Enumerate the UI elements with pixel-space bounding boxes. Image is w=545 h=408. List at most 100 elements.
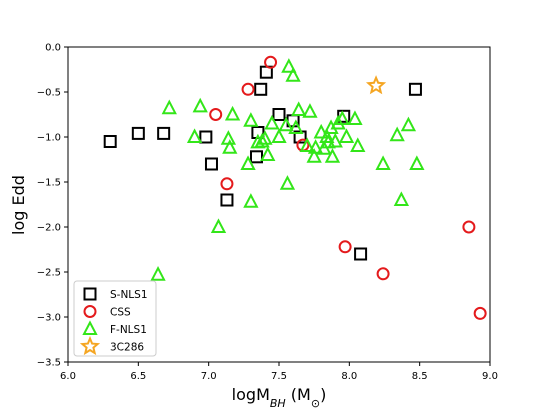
circle-point (264, 55, 278, 69)
triangle-point (285, 67, 301, 82)
triangle-point (330, 114, 346, 130)
triangle-point (243, 193, 259, 208)
legend: S-NLS1 CSS F-NLS1 3C286 (73, 280, 157, 357)
square-point (408, 82, 422, 96)
circle-point (376, 267, 390, 281)
legend-label: F-NLS1 (110, 324, 147, 336)
triangle-point (186, 128, 203, 143)
series-3c286 (365, 75, 387, 95)
square-point (354, 247, 368, 261)
triangle-point (347, 110, 363, 125)
triangle-point (281, 58, 297, 73)
triangle-point (350, 137, 366, 152)
square-point (254, 82, 268, 96)
triangle-point (323, 119, 339, 134)
x-axis-title: logMBH (M⊙) (232, 385, 327, 408)
x-tick-label: 7.5 (271, 371, 287, 382)
legend-item: CSS (83, 305, 131, 319)
y-tick-label: −2.0 (37, 223, 61, 234)
circle-point (241, 82, 255, 96)
square-point (220, 193, 234, 207)
triangle-point (302, 103, 318, 118)
triangle-point (400, 116, 417, 132)
square-point (272, 108, 286, 121)
y-tick-label: −1.5 (37, 178, 61, 189)
legend-triangle-marker (82, 320, 98, 335)
x-tick-label: 8.0 (341, 371, 357, 382)
y-tick-label: −1.0 (37, 133, 61, 144)
triangle-point (257, 130, 273, 145)
x-tick-label: 6.0 (60, 371, 76, 382)
triangle-point (338, 128, 355, 143)
x-tick-label: 9.0 (482, 371, 498, 382)
triangle-point (210, 218, 227, 233)
triangle-point (279, 175, 296, 190)
triangle-point (389, 126, 405, 142)
legend-circle-marker (83, 305, 97, 318)
square-point (249, 150, 263, 164)
legend-label: CSS (110, 307, 131, 319)
series-s-nls1 (103, 65, 422, 261)
triangle-point (224, 105, 241, 121)
triangle-point (327, 132, 343, 148)
series-css (209, 55, 487, 320)
x-axis-title-unit: (M (286, 385, 311, 404)
triangle-point (288, 119, 304, 134)
y-tick-label: −3.0 (37, 313, 61, 324)
circle-point (338, 240, 352, 254)
triangle-point (291, 101, 307, 116)
triangle-point (306, 148, 322, 163)
square-point (157, 126, 171, 140)
triangle-point (271, 128, 287, 143)
triangle-point (222, 139, 238, 154)
star-point (365, 75, 387, 95)
triangle-point (192, 97, 208, 113)
triangle-point (254, 132, 270, 148)
triangle-point (319, 128, 335, 143)
series-f-nls1 (150, 58, 425, 281)
circle-point (220, 177, 234, 191)
triangle-point (409, 155, 425, 170)
y-tick-label: −3.5 (37, 358, 61, 369)
x-axis-title-main: logM (232, 385, 270, 404)
legend-star-marker (79, 335, 101, 356)
triangle-point (278, 116, 294, 132)
x-tick-label: 7.0 (201, 371, 217, 382)
triangle-point (313, 123, 329, 139)
x-tick-label: 6.5 (130, 371, 146, 382)
y-tick-label: −2.5 (37, 268, 61, 279)
legend-label: 3C286 (110, 342, 144, 354)
y-tick-label: 0.0 (45, 43, 61, 54)
triangle-point (260, 146, 276, 161)
circle-point (462, 220, 476, 234)
data-marks (103, 55, 487, 320)
triangle-point (150, 266, 166, 281)
x-axis-title-subscript: BH (270, 397, 286, 408)
triangle-point (299, 137, 315, 152)
triangle-point (161, 99, 177, 115)
triangle-point (264, 114, 280, 130)
legend-item: 3C286 (79, 335, 144, 356)
square-point (199, 130, 213, 144)
triangle-point (243, 112, 259, 127)
y-axis: 0.0 −0.5 −1.0 −1.5 −2.0 −2.5 −3.0 −3.5 (37, 43, 68, 369)
y-tick-label: −0.5 (37, 88, 61, 99)
triangle-point (240, 155, 256, 170)
triangle-point (393, 191, 410, 206)
x-tick-label: 8.5 (412, 371, 428, 382)
triangle-point (375, 155, 391, 170)
triangle-point (307, 139, 324, 154)
y-axis-title: log Edd (9, 175, 28, 235)
x-axis-title-unit-subscript: ⊙ (311, 397, 320, 408)
triangle-point (334, 110, 350, 125)
legend-label: S-NLS1 (110, 289, 148, 301)
triangle-point (324, 148, 341, 163)
square-point (103, 135, 117, 148)
legend-square-marker (83, 287, 97, 301)
x-axis-title-close: ) (320, 385, 326, 404)
square-point (131, 126, 145, 140)
x-axis: 6.0 6.5 7.0 7.5 8.0 8.5 9.0 (60, 362, 498, 382)
circle-point (473, 306, 487, 320)
circle-point (209, 108, 223, 121)
